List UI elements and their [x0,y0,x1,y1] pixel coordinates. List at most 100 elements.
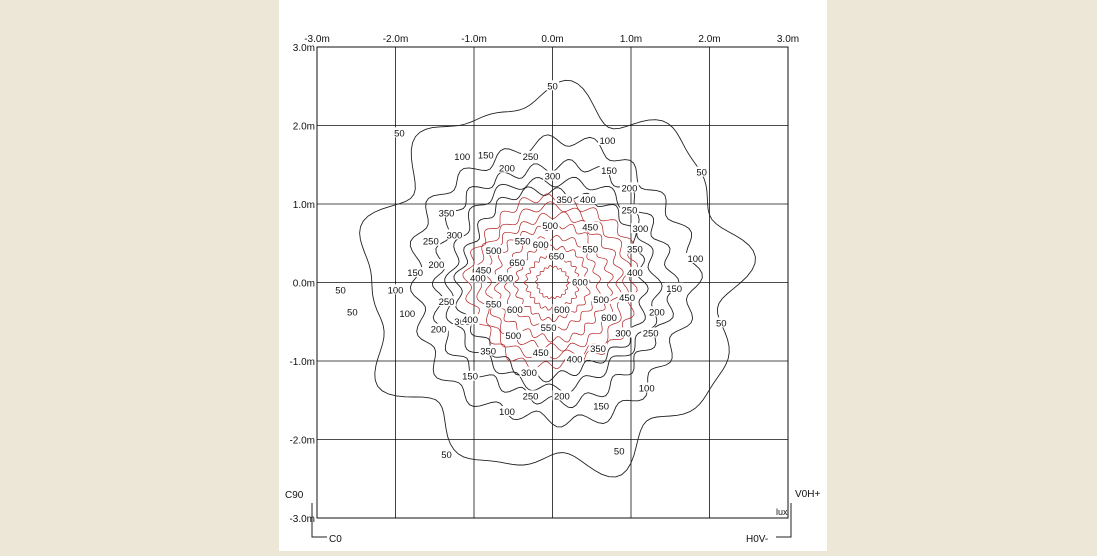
contour-label-bg [620,182,639,193]
contour-label-bg [484,245,504,256]
contour-label-bg [599,311,619,322]
contour-label-bg [714,317,728,328]
contour-label: 200 [428,260,444,271]
contour-label: 200 [622,183,638,194]
contour-label-bg [484,298,504,309]
contour-label-bg [591,293,611,304]
contour-label: 50 [696,168,707,179]
contour-label: 150 [666,284,682,295]
contour-label: 600 [497,274,513,285]
y-tick-label: -2.0m [289,436,315,447]
contour-label-bg [521,150,540,161]
y-tick-label: -1.0m [289,357,315,368]
contour-label: 50 [347,307,358,318]
contour-label: 250 [643,329,659,340]
contour-label-bg [497,162,517,173]
contour-label-bg [521,390,540,401]
contour-label-bg [497,406,517,417]
contour-label-bg [664,282,684,293]
contour-label: 200 [431,325,447,336]
contour-label-bg [613,327,633,338]
contour-label: 450 [475,266,491,277]
contour-label-bg [478,345,498,356]
contour-label: 450 [619,293,635,304]
contour-label-bg [620,204,639,215]
contour-label: 550 [582,245,598,256]
contour-50 [359,79,756,478]
contour-label: 150 [601,166,617,177]
contour-label-bg [539,322,558,333]
contour-label: 450 [533,348,549,359]
contour-label: 50 [441,450,452,461]
contour-label: 100 [600,136,616,147]
contour-label: 50 [335,285,346,296]
contour-label: 650 [548,252,564,263]
contour-label-bg [591,400,611,411]
x-tick-label: 2.0m [698,34,720,45]
contour-label: 100 [399,309,415,320]
contour-label-bg [503,329,523,340]
unit-label: lux [776,507,788,517]
contour-label-bg [505,303,525,314]
contour-150 [431,159,680,409]
contour-label: 300 [632,224,648,235]
corner-label-v0h-plus: V0H+ [795,489,820,500]
contour-label-bg [429,323,449,334]
contour-label: 300 [521,368,537,379]
contour-label: 400 [627,268,643,279]
contour-label-bg [474,264,493,275]
contour-label-bg [439,449,454,460]
contour-label: 250 [439,297,455,308]
y-tick-label: 1.0m [293,200,315,211]
contour-label-bg [547,250,566,261]
contour-label: 500 [593,295,609,306]
contour-label-bg [580,221,600,232]
contour-label: 100 [639,383,655,394]
contour-label: 500 [486,246,502,257]
contour-label: 150 [462,372,478,383]
contour-label-bg [545,80,560,91]
contour-label-bg [625,267,645,278]
contour-label: 250 [423,237,439,248]
chart-panel: 50 50 50 50 50 50 50 50 100 100 100 100 100 100 100 150… [279,0,827,551]
contour-label: 300 [615,329,631,340]
contour-label: 400 [580,195,596,206]
corner-bracket-left [311,503,327,538]
contour-label: 200 [499,164,515,175]
x-tick-label: -1.0m [461,34,487,45]
contour-label: 400 [567,354,583,365]
contour-label: 600 [572,278,588,289]
y-tick-label: -3.0m [289,514,315,525]
contour-label-bg [612,445,626,456]
contour-label-bg [598,135,617,146]
contour-label-bg [554,194,574,205]
contour-label-bg [565,353,584,364]
contour-label-bg [397,307,417,318]
contour-label-bg [437,296,456,307]
contour-label: 100 [687,254,703,265]
contour-label-bg [580,243,600,254]
contour-label: 350 [439,208,455,219]
contour-label: 150 [478,150,494,161]
contour-label-bg [421,235,441,246]
contour-label: 350 [480,347,496,358]
x-tick-label: -3.0m [304,34,330,45]
contour-label: 250 [523,391,539,402]
y-tick-label: 2.0m [293,122,315,133]
contour-label: 600 [507,305,523,316]
contour-label-bg [695,166,709,177]
x-tick-label: -2.0m [383,34,409,45]
corner-label-h0v-minus: H0V- [746,534,768,545]
contour-label: 300 [545,172,561,183]
contour-label: 650 [509,258,525,269]
contour-label-bg [685,252,705,263]
grid [316,46,789,519]
x-tick-label: 1.0m [620,34,642,45]
contour-label-bg [637,382,657,393]
y-tick-label: 3.0m [293,43,315,54]
contour-label: 400 [470,274,486,285]
contour-label: 250 [523,152,539,163]
contour-label-bg [345,306,359,317]
